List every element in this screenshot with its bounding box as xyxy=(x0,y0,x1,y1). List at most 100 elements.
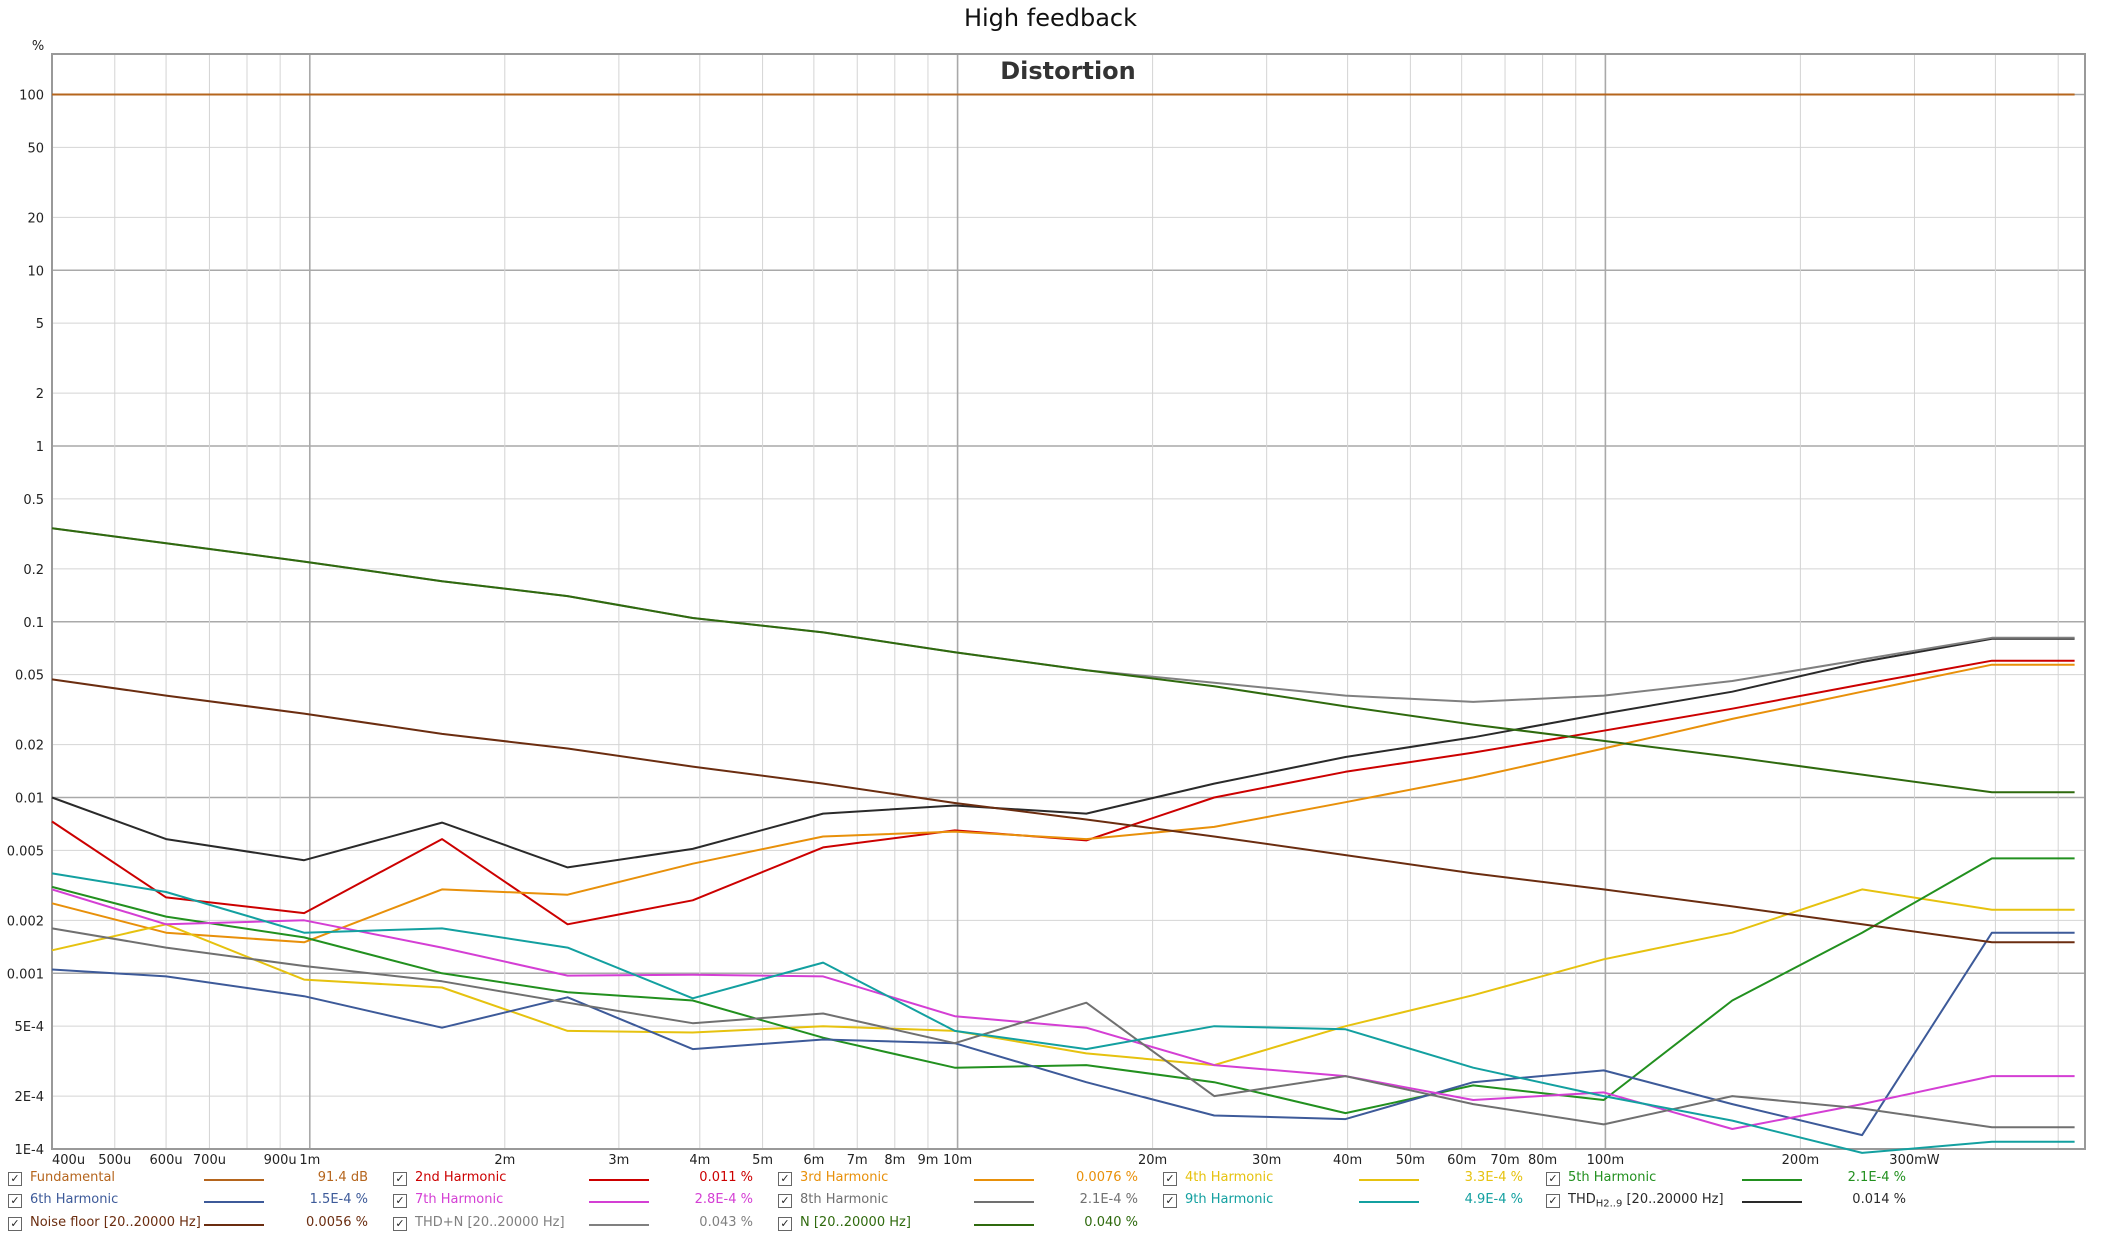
legend-item[interactable]: ✓ 7th Harmonic 2.8E-4 % xyxy=(393,1192,773,1214)
legend-swatch xyxy=(204,1179,264,1181)
legend-label: Noise floor [20..20000 Hz] xyxy=(30,1215,201,1230)
legend-value: 0.011 % xyxy=(699,1170,753,1185)
legend-item[interactable]: ✓ Fundamental 91.4 dB xyxy=(8,1170,388,1192)
legend-checkbox[interactable]: ✓ xyxy=(393,1194,407,1208)
legend-checkbox[interactable]: ✓ xyxy=(778,1217,792,1231)
legend-item[interactable]: ✓ 3rd Harmonic 0.0076 % xyxy=(778,1170,1158,1192)
y-tick-label: 0.1 xyxy=(23,616,44,631)
x-tick-label: 6m xyxy=(803,1153,824,1165)
legend-value: 0.0056 % xyxy=(306,1215,368,1230)
y-tick-label: 1E-4 xyxy=(15,1143,44,1158)
legend-name: 6th Harmonic xyxy=(30,1192,119,1207)
plot-frame xyxy=(51,53,2086,1150)
y-tick-label: 0.2 xyxy=(23,563,44,578)
y-tick-label: 0.5 xyxy=(23,493,44,508)
x-tick-label: 30m xyxy=(1252,1153,1281,1165)
legend-checkbox[interactable]: ✓ xyxy=(778,1172,792,1186)
y-tick-label: 5 xyxy=(36,317,44,332)
y-tick-label: 20 xyxy=(27,211,44,226)
x-tick-label: 900u xyxy=(264,1153,297,1165)
series-line-11 xyxy=(51,527,2075,703)
x-tick-label: 200m xyxy=(1782,1153,1819,1165)
y-tick-label: 0.002 xyxy=(7,914,44,929)
legend-item[interactable]: ✓ 2nd Harmonic 0.011 % xyxy=(393,1170,773,1192)
legend-label: 6th Harmonic xyxy=(30,1192,118,1207)
legend-item[interactable]: ✓ THDH2..9 [20..20000 Hz] 0.014 % xyxy=(1546,1192,1926,1214)
legend-checkbox[interactable]: ✓ xyxy=(8,1172,22,1186)
legend-value: 2.1E-4 % xyxy=(1847,1170,1906,1185)
legend-swatch xyxy=(1742,1201,1802,1203)
series-line-1 xyxy=(51,659,2075,926)
legend-item[interactable]: ✓ 8th Harmonic 2.1E-4 % xyxy=(778,1192,1158,1214)
legend-checkbox[interactable]: ✓ xyxy=(393,1172,407,1186)
x-tick-label: 100m xyxy=(1587,1153,1624,1165)
legend-checkbox[interactable]: ✓ xyxy=(1163,1172,1177,1186)
legend-swatch xyxy=(974,1201,1034,1203)
legend-value: 0.014 % xyxy=(1852,1192,1906,1207)
x-tick-label: 10m xyxy=(943,1153,972,1165)
legend-item[interactable]: ✓ THD+N [20..20000 Hz] 0.043 % xyxy=(393,1215,773,1237)
y-tick-label: 100 xyxy=(19,89,44,104)
x-tick-label: 400u xyxy=(52,1153,85,1165)
x-tick-label: 300mW xyxy=(1889,1153,1939,1165)
legend-value: 2.1E-4 % xyxy=(1079,1192,1138,1207)
legend-name: 7th Harmonic xyxy=(415,1192,504,1207)
chart-grid xyxy=(51,54,2085,1150)
x-tick-label: 8m xyxy=(884,1153,905,1165)
legend-value: 3.3E-4 % xyxy=(1464,1170,1523,1185)
legend-swatch xyxy=(1359,1201,1419,1203)
legend-item[interactable]: ✓ Noise floor [20..20000 Hz] 0.0056 % xyxy=(8,1215,388,1237)
legend-checkbox[interactable]: ✓ xyxy=(8,1217,22,1231)
legend-name: 9th Harmonic xyxy=(1185,1192,1274,1207)
legend-suffix: [20..20000 Hz] xyxy=(1622,1192,1724,1207)
chart-legend: ✓ Fundamental 91.4 dB ✓ 2nd Harmonic 0.011 % ✓… xyxy=(0,1170,2101,1240)
legend-swatch xyxy=(204,1224,264,1226)
legend-label: 7th Harmonic xyxy=(415,1192,503,1207)
legend-value: 4.9E-4 % xyxy=(1464,1192,1523,1207)
series-line-4 xyxy=(51,857,2075,1115)
y-axis-unit: % xyxy=(32,39,44,54)
legend-item[interactable]: ✓ 5th Harmonic 2.1E-4 % xyxy=(1546,1170,1926,1192)
legend-checkbox[interactable]: ✓ xyxy=(778,1194,792,1208)
legend-name: N [20..20000 Hz] xyxy=(800,1215,911,1230)
series-line-2 xyxy=(51,663,2075,944)
legend-checkbox[interactable]: ✓ xyxy=(1546,1172,1560,1186)
legend-name: 4th Harmonic xyxy=(1185,1170,1274,1185)
x-tick-label: 600u xyxy=(150,1153,183,1165)
x-tick-label: 40m xyxy=(1333,1153,1362,1165)
legend-item[interactable]: ✓ 9th Harmonic 4.9E-4 % xyxy=(1163,1192,1543,1214)
legend-name: 5th Harmonic xyxy=(1568,1170,1657,1185)
legend-swatch xyxy=(1359,1179,1419,1181)
legend-item[interactable]: ✓ 4th Harmonic 3.3E-4 % xyxy=(1163,1170,1543,1192)
x-tick-label: 9m xyxy=(917,1153,938,1165)
legend-value: 0.043 % xyxy=(699,1215,753,1230)
y-tick-label: 0.001 xyxy=(7,967,44,982)
legend-name: Fundamental xyxy=(30,1170,116,1185)
legend-checkbox[interactable]: ✓ xyxy=(8,1194,22,1208)
y-tick-label: 50 xyxy=(27,141,44,156)
series-line-9 xyxy=(51,637,2075,869)
legend-label: 3rd Harmonic xyxy=(800,1170,888,1185)
legend-swatch xyxy=(589,1224,649,1226)
series-line-3 xyxy=(51,888,2075,1067)
series-line-7 xyxy=(51,927,2075,1129)
series-line-12 xyxy=(51,527,2075,794)
x-tick-label: 700u xyxy=(193,1153,226,1165)
legend-checkbox[interactable]: ✓ xyxy=(1163,1194,1177,1208)
y-tick-label: 10 xyxy=(27,264,44,279)
x-tick-label: 2m xyxy=(494,1153,515,1165)
legend-subscript: H2..9 xyxy=(1595,1198,1623,1210)
legend-swatch xyxy=(204,1201,264,1203)
legend-value: 0.040 % xyxy=(1084,1215,1138,1230)
legend-item[interactable]: ✓ 6th Harmonic 1.5E-4 % xyxy=(8,1192,388,1214)
legend-value: 0.0076 % xyxy=(1076,1170,1138,1185)
legend-label: THDH2..9 [20..20000 Hz] xyxy=(1568,1192,1724,1210)
legend-label: N [20..20000 Hz] xyxy=(800,1215,911,1230)
legend-item[interactable]: ✓ N [20..20000 Hz] 0.040 % xyxy=(778,1215,1158,1237)
x-tick-label: 50m xyxy=(1396,1153,1425,1165)
legend-checkbox[interactable]: ✓ xyxy=(1546,1194,1560,1208)
legend-checkbox[interactable]: ✓ xyxy=(393,1217,407,1231)
chart-title: Distortion xyxy=(1000,57,1136,85)
legend-label: 2nd Harmonic xyxy=(415,1170,506,1185)
legend-name: THD+N [20..20000 Hz] xyxy=(415,1215,565,1230)
